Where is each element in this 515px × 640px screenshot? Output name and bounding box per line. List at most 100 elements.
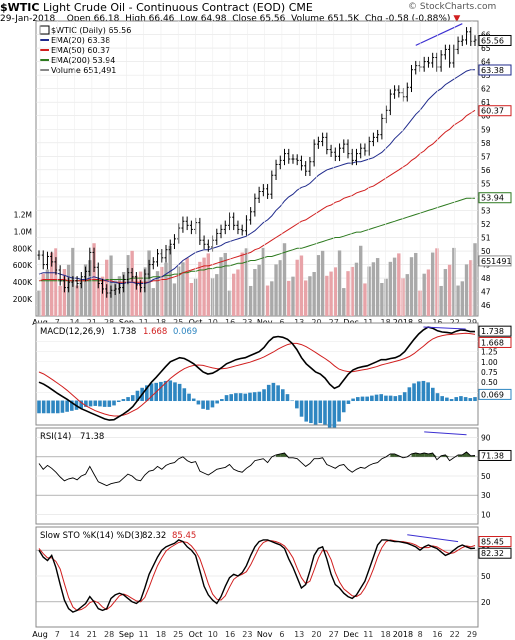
macd-histogram-bar [51, 400, 55, 414]
volume-bar [329, 271, 333, 316]
low-value: Low 64.98 [180, 14, 227, 24]
macd-signal-line [38, 332, 476, 417]
volume-bar [49, 252, 54, 316]
macd-histogram-bar [65, 400, 69, 412]
y-tick-label: 0.50 [481, 378, 498, 387]
macd-histogram-bar [290, 400, 294, 402]
rsi-overbought-fill [432, 452, 437, 457]
macd-histogram-bar [238, 393, 243, 402]
y-tick-label: 0.75 [481, 368, 498, 377]
ema20-badge-box [478, 64, 512, 76]
x-tick-label-bottom: 25 [173, 630, 183, 639]
volume-bar [316, 255, 321, 316]
macd-histogram-bar [79, 400, 83, 409]
volume-tick-label: 600K [13, 261, 33, 270]
ema50-line [38, 109, 476, 283]
divergence-line-sto [407, 534, 459, 543]
volume-bar [253, 269, 257, 316]
y-tick-label: 48 [481, 274, 491, 283]
volume-tick-label: 800K [13, 244, 33, 253]
volume-bar [303, 280, 308, 316]
volume-bar [346, 271, 350, 316]
macd-histogram-bar [463, 397, 468, 402]
volume-bar [430, 252, 435, 316]
y-tick-label: 62 [481, 85, 491, 94]
volume-bar [278, 260, 282, 316]
y-tick-label: 50 [481, 247, 491, 256]
volume-bar [219, 257, 223, 316]
volume-bar [363, 283, 367, 316]
y-tick-label: 1.00 [481, 358, 498, 367]
volume-bar [130, 250, 134, 316]
x-tick-label-bottom: Oct [189, 630, 203, 639]
macd-histogram-bar [445, 397, 449, 402]
volume-bar [371, 262, 376, 316]
macd-histogram-bar [149, 383, 154, 402]
brand: © StockCharts.com [408, 2, 497, 12]
volume-badge-box [478, 255, 512, 267]
macd-histogram-bar [262, 389, 266, 402]
y-tick-label: 61 [481, 98, 491, 107]
volume-bar [79, 281, 84, 316]
macd-histogram-bar [191, 398, 196, 402]
volume-bar [333, 267, 338, 316]
macd-histogram-bar [276, 385, 280, 402]
price-badge-box [478, 34, 512, 46]
x-tick-label-bottom: 10 [208, 630, 218, 639]
volume-bar [37, 290, 41, 316]
y-tick-label: 10 [481, 510, 491, 519]
volume-bar [299, 255, 304, 316]
macd-histogram-bar [55, 400, 60, 414]
volume-bar [100, 276, 105, 316]
volume-bar [58, 285, 62, 316]
x-tick-label-bottom: 29 [467, 630, 477, 639]
ema50-badge-box [478, 105, 512, 117]
volume-bar [320, 250, 325, 316]
x-tick-label-bottom: 18 [156, 630, 166, 639]
volume-bar [443, 269, 448, 316]
sto-d-line [38, 539, 476, 611]
volume-bar [325, 275, 329, 316]
y-tick-label: 46 [481, 301, 491, 310]
macd-histogram-bar [252, 392, 257, 402]
macd-histogram-bar [98, 400, 102, 407]
macd-histogram-bar [346, 400, 351, 404]
volume-bar [287, 280, 291, 316]
macd-histogram-bar [280, 389, 285, 402]
x-tick-label-bottom: 2018 [393, 630, 413, 639]
volume-bar [392, 257, 397, 316]
volume-bar [359, 245, 363, 316]
macd-histogram-bar [285, 394, 290, 402]
macd-histogram-bar [440, 396, 444, 402]
ema20-badge: 63.38 [481, 66, 504, 75]
rsi-overbought-fill [390, 453, 395, 457]
macd-histogram-bar [126, 397, 130, 402]
volume-bar [227, 290, 232, 316]
volume-bar [342, 288, 346, 316]
sto-k-badge-box [478, 547, 512, 559]
volume-bar [350, 266, 354, 316]
volume-bar [397, 253, 401, 316]
y-tick-label: 30 [481, 491, 491, 500]
price-badge: 65.56 [481, 36, 504, 45]
macd-histogram-bar [70, 400, 74, 411]
macd-histogram-bar [116, 400, 121, 402]
sto-legend-label: Slow STO %K(14) %D(3) [40, 531, 143, 541]
macd-histogram-bar [355, 397, 360, 402]
macd-histogram-bar [421, 380, 426, 402]
x-tick-label-bottom: 28 [104, 630, 114, 639]
volume-bar [244, 248, 249, 316]
security-name: Light Crude Oil - Continuous Contract (E… [42, 1, 286, 14]
volume-bar [270, 281, 274, 316]
volume-badge: 651491 [481, 257, 512, 266]
ema200-badge-box [478, 192, 512, 204]
volume-bar [176, 266, 181, 316]
macd-histogram-bar [243, 393, 248, 402]
y-tick-label: 20 [481, 598, 491, 607]
down-arrow-icon: ▼ [453, 14, 461, 24]
macd-histogram-bar [384, 395, 388, 402]
macd-histogram-bar [402, 392, 407, 402]
volume-bar [215, 274, 219, 316]
volume-bar [121, 272, 126, 316]
